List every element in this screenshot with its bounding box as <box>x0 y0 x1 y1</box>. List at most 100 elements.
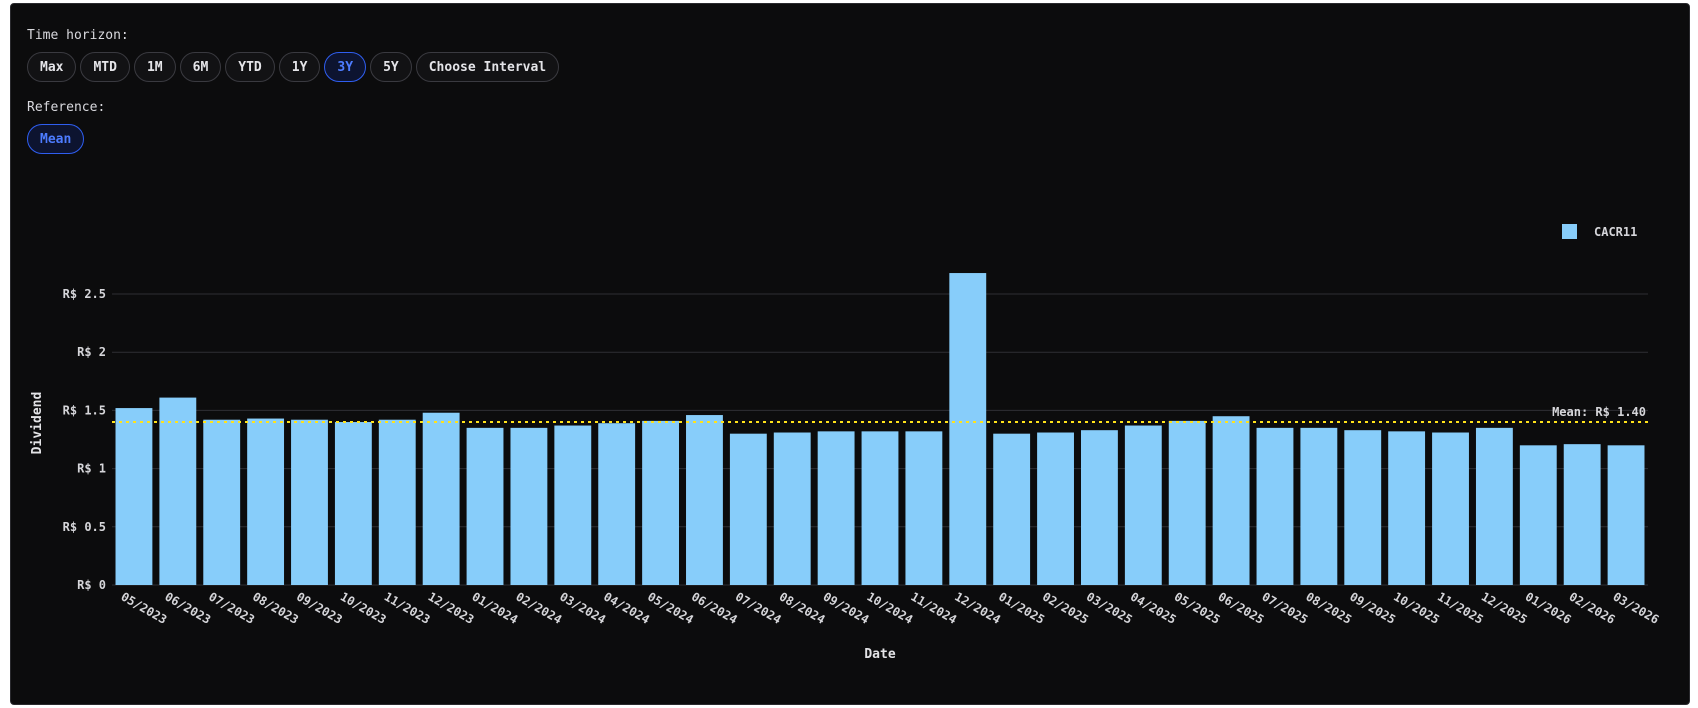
bar[interactable] <box>291 419 328 585</box>
bar[interactable] <box>247 418 285 585</box>
bar[interactable] <box>686 415 723 585</box>
y-tick-label: R$ 2.5 <box>63 287 106 301</box>
x-tick-label: 08/2024 <box>777 589 828 626</box>
x-tick-label: 12/2024 <box>952 589 1003 626</box>
x-tick-label: 07/2024 <box>733 589 784 626</box>
bar[interactable] <box>1037 432 1074 585</box>
legend-swatch <box>1562 224 1577 239</box>
x-tick-label: 04/2025 <box>1128 589 1179 626</box>
bar[interactable] <box>1256 427 1294 585</box>
bar[interactable] <box>905 431 943 585</box>
bar[interactable] <box>1212 416 1250 585</box>
x-tick-label: 05/2025 <box>1172 589 1223 626</box>
bar[interactable] <box>1300 427 1338 585</box>
x-tick-label: 07/2023 <box>206 589 257 626</box>
y-tick-label: R$ 0.5 <box>63 520 106 534</box>
x-tick-label: 11/2025 <box>1435 589 1486 626</box>
bar[interactable] <box>1432 432 1469 585</box>
x-tick-label: 03/2025 <box>1084 589 1135 626</box>
x-tick-label: 11/2023 <box>382 589 433 626</box>
bar[interactable] <box>949 273 987 585</box>
time-max-button[interactable]: Max <box>27 52 77 82</box>
time-choose-interval-button[interactable]: Choose Interval <box>415 52 560 82</box>
y-axis-ticks: R$ 0 R$ 0.5 R$ 1 R$ 1.5 R$ 2 R$ 2.5 <box>63 287 106 592</box>
x-tick-label: 05/2024 <box>645 589 696 626</box>
x-tick-label: 10/2024 <box>865 589 916 626</box>
time-horizon-label: Time horizon: <box>27 28 129 43</box>
x-tick-label: 12/2023 <box>426 589 477 626</box>
bar[interactable] <box>1519 445 1557 585</box>
bar[interactable] <box>554 425 592 585</box>
x-tick-label: 02/2026 <box>1567 589 1618 626</box>
time-horizon-buttons: Max MTD 1M 6M YTD 1Y 3Y 5Y Choose Interval <box>27 52 560 82</box>
legend[interactable]: CACR11 <box>1562 224 1637 239</box>
reference-buttons: Mean <box>27 124 85 154</box>
x-tick-label: 01/2024 <box>470 589 521 626</box>
bar[interactable] <box>1344 430 1382 585</box>
bar[interactable] <box>1124 425 1162 585</box>
chart-panel: Time horizon: Max MTD 1M 6M YTD 1Y 3Y 5Y Choose … <box>10 3 1690 705</box>
x-axis-ticks: 05/202306/202307/202308/202309/202310/20… <box>118 589 1661 626</box>
x-tick-label: 03/2024 <box>557 589 608 626</box>
bar[interactable] <box>510 427 548 585</box>
x-tick-label: 01/2026 <box>1523 589 1574 626</box>
x-tick-label: 07/2025 <box>1259 589 1310 626</box>
bar[interactable] <box>773 432 811 585</box>
x-tick-label: 04/2024 <box>601 589 652 626</box>
mean-label: Mean: R$ 1.40 <box>1552 405 1646 419</box>
bar[interactable] <box>861 431 899 585</box>
x-tick-label: 02/2024 <box>513 589 564 626</box>
bar[interactable] <box>1475 427 1513 585</box>
x-tick-label: 08/2023 <box>250 589 301 626</box>
y-tick-label: R$ 1 <box>77 462 106 476</box>
bar[interactable] <box>1607 445 1645 585</box>
x-axis-title: Date <box>864 647 895 662</box>
x-tick-label: 06/2023 <box>162 589 213 626</box>
y-tick-label: R$ 2 <box>77 345 106 359</box>
x-tick-label: 09/2025 <box>1347 589 1398 626</box>
bar[interactable] <box>817 431 855 585</box>
bar[interactable] <box>466 427 504 585</box>
bar[interactable] <box>642 420 680 585</box>
x-tick-label: 06/2025 <box>1216 589 1267 626</box>
x-tick-label: 12/2025 <box>1479 589 1530 626</box>
legend-label: CACR11 <box>1594 225 1637 239</box>
bar[interactable] <box>1388 431 1426 585</box>
time-ytd-button[interactable]: YTD <box>225 52 275 82</box>
x-tick-label: 05/2023 <box>118 589 169 626</box>
bar[interactable] <box>203 419 241 585</box>
time-5y-button[interactable]: 5Y <box>370 52 412 82</box>
x-tick-label: 10/2025 <box>1391 589 1442 626</box>
bar[interactable] <box>334 422 372 585</box>
bar[interactable] <box>422 412 460 585</box>
time-1m-button[interactable]: 1M <box>133 52 176 82</box>
bar[interactable] <box>1168 420 1206 585</box>
x-tick-label: 01/2025 <box>996 589 1047 626</box>
x-tick-label: 08/2025 <box>1303 589 1354 626</box>
reference-label: Reference: <box>27 100 106 115</box>
time-3y-button[interactable]: 3Y <box>324 52 367 82</box>
bar[interactable] <box>993 433 1031 585</box>
bar[interactable] <box>115 408 153 585</box>
x-tick-label: 10/2023 <box>338 589 389 626</box>
y-axis-title: Dividend <box>30 392 45 455</box>
x-tick-label: 02/2025 <box>1040 589 1091 626</box>
y-tick-label: R$ 1.5 <box>63 403 106 417</box>
x-tick-label: 06/2024 <box>689 589 740 626</box>
time-6m-button[interactable]: 6M <box>179 52 222 82</box>
x-tick-label: 03/2026 <box>1611 589 1662 626</box>
time-mtd-button[interactable]: MTD <box>80 52 130 82</box>
bar[interactable] <box>378 419 416 585</box>
bar[interactable] <box>729 433 767 585</box>
bar[interactable] <box>1080 430 1118 585</box>
x-tick-label: 09/2023 <box>294 589 345 626</box>
time-1y-button[interactable]: 1Y <box>278 52 321 82</box>
y-tick-label: R$ 0 <box>77 578 106 592</box>
bar[interactable] <box>159 397 197 585</box>
x-tick-label: 09/2024 <box>821 589 872 626</box>
reference-mean-button[interactable]: Mean <box>27 124 85 154</box>
x-tick-label: 11/2024 <box>908 589 959 626</box>
bar[interactable] <box>598 423 636 585</box>
bar[interactable] <box>1563 444 1601 585</box>
